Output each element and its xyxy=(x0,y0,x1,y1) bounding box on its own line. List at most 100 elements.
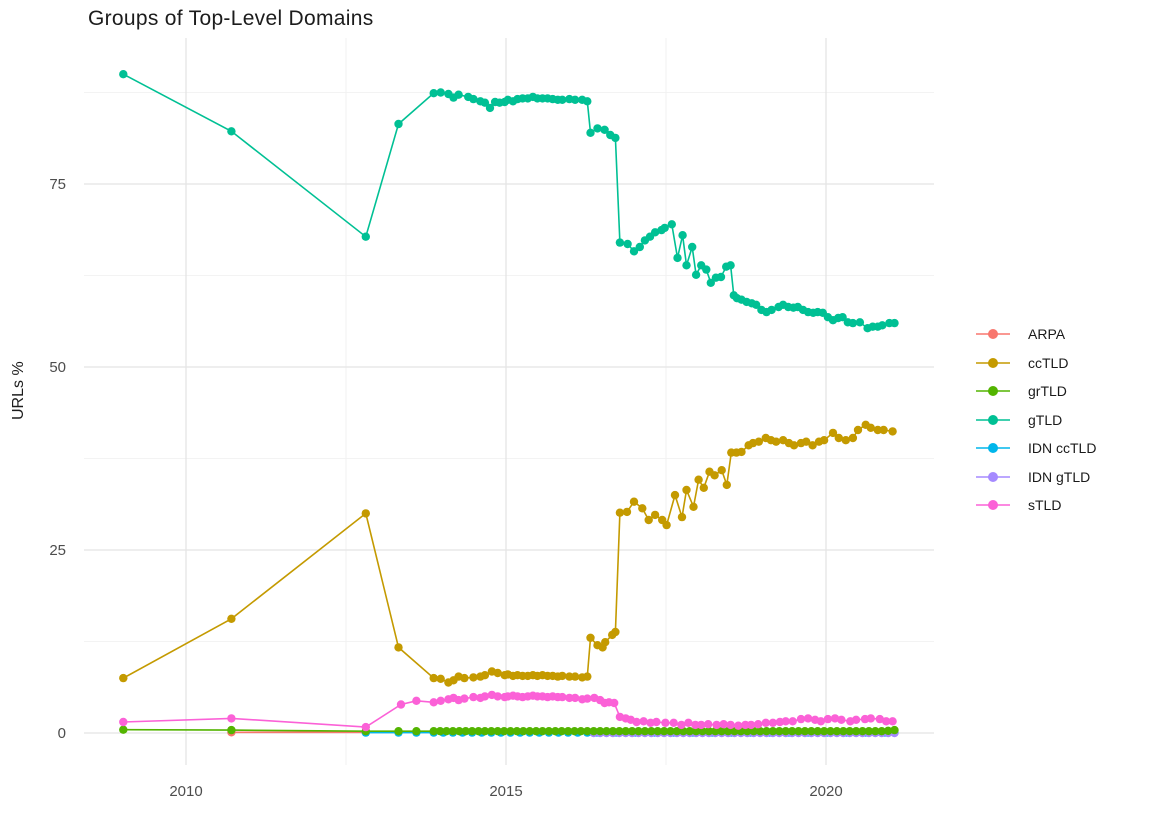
data-point xyxy=(227,614,236,623)
data-point xyxy=(570,672,580,681)
data-point xyxy=(677,720,686,730)
data-point xyxy=(623,239,632,249)
data-point xyxy=(743,727,752,736)
data-point xyxy=(650,510,660,520)
data-point xyxy=(719,720,728,729)
data-point xyxy=(706,278,715,287)
data-point xyxy=(570,693,580,703)
data-point xyxy=(890,318,899,328)
data-point xyxy=(493,727,502,736)
data-point xyxy=(768,727,778,736)
chart-title: Groups of Top-Level Domains xyxy=(88,7,374,30)
data-point xyxy=(454,90,463,99)
data-point xyxy=(717,466,726,475)
data-point xyxy=(726,261,735,270)
data-point xyxy=(227,725,236,735)
data-point xyxy=(499,727,509,736)
data-point xyxy=(888,717,897,726)
data-point xyxy=(647,727,656,736)
data-point xyxy=(726,720,735,730)
data-point xyxy=(436,674,445,683)
data-point xyxy=(652,717,661,727)
data-point xyxy=(615,727,624,736)
data-point xyxy=(866,714,875,723)
data-point xyxy=(788,717,797,726)
data-point xyxy=(888,427,897,436)
data-point xyxy=(723,727,733,736)
data-point xyxy=(682,261,691,270)
data-point xyxy=(749,727,758,736)
data-point xyxy=(538,727,547,736)
data-point xyxy=(838,313,847,322)
data-point xyxy=(697,720,706,730)
y-tick-label: 25 xyxy=(49,542,66,559)
data-point xyxy=(622,507,632,517)
data-point xyxy=(866,423,875,432)
data-point xyxy=(796,714,806,724)
data-point xyxy=(659,727,669,736)
data-point xyxy=(460,673,469,683)
data-point xyxy=(737,447,746,457)
data-point xyxy=(412,727,421,736)
data-point xyxy=(673,253,682,263)
data-point xyxy=(583,727,592,736)
data-point xyxy=(755,727,765,736)
data-point xyxy=(722,480,731,490)
data-point xyxy=(851,715,861,724)
data-point xyxy=(661,718,670,727)
x-tick-label: 2015 xyxy=(489,783,522,800)
data-point xyxy=(771,437,781,446)
data-point xyxy=(691,727,701,736)
data-point xyxy=(429,89,438,98)
data-point xyxy=(644,515,653,525)
data-point xyxy=(639,717,648,726)
data-point xyxy=(394,119,403,129)
data-point xyxy=(711,727,720,736)
data-point xyxy=(615,508,625,517)
data-point xyxy=(601,638,610,647)
data-point xyxy=(704,727,714,736)
data-point xyxy=(610,698,619,708)
data-point xyxy=(816,717,826,726)
series-line-cctld xyxy=(122,423,893,684)
data-point xyxy=(653,727,662,736)
data-point xyxy=(583,672,592,681)
data-point xyxy=(442,727,451,736)
data-point xyxy=(688,242,697,252)
data-point xyxy=(119,725,128,734)
data-point xyxy=(593,124,602,133)
data-point xyxy=(858,727,867,736)
data-point xyxy=(808,441,817,450)
data-point xyxy=(787,727,797,736)
data-point xyxy=(839,727,848,736)
data-point xyxy=(512,727,522,736)
data-point xyxy=(436,88,445,97)
data-point xyxy=(638,504,647,513)
data-point xyxy=(684,718,693,727)
data-point xyxy=(845,727,854,736)
data-point xyxy=(595,727,605,736)
data-point xyxy=(781,717,790,726)
data-point xyxy=(837,715,846,724)
data-point xyxy=(227,127,236,136)
data-point xyxy=(871,727,880,736)
data-point xyxy=(611,627,620,637)
data-point xyxy=(361,509,370,518)
data-point xyxy=(467,727,477,736)
data-point xyxy=(600,125,609,134)
data-point xyxy=(803,714,813,723)
data-point xyxy=(699,483,708,492)
data-point xyxy=(882,717,891,726)
data-point xyxy=(583,97,592,106)
data-point xyxy=(448,727,458,736)
data-point xyxy=(879,425,888,435)
data-point xyxy=(412,696,421,705)
data-point xyxy=(826,727,835,736)
data-point xyxy=(717,727,726,736)
data-point xyxy=(519,727,528,736)
data-point xyxy=(819,436,829,445)
data-point xyxy=(119,70,128,79)
data-point xyxy=(485,103,495,113)
data-point xyxy=(768,718,778,727)
